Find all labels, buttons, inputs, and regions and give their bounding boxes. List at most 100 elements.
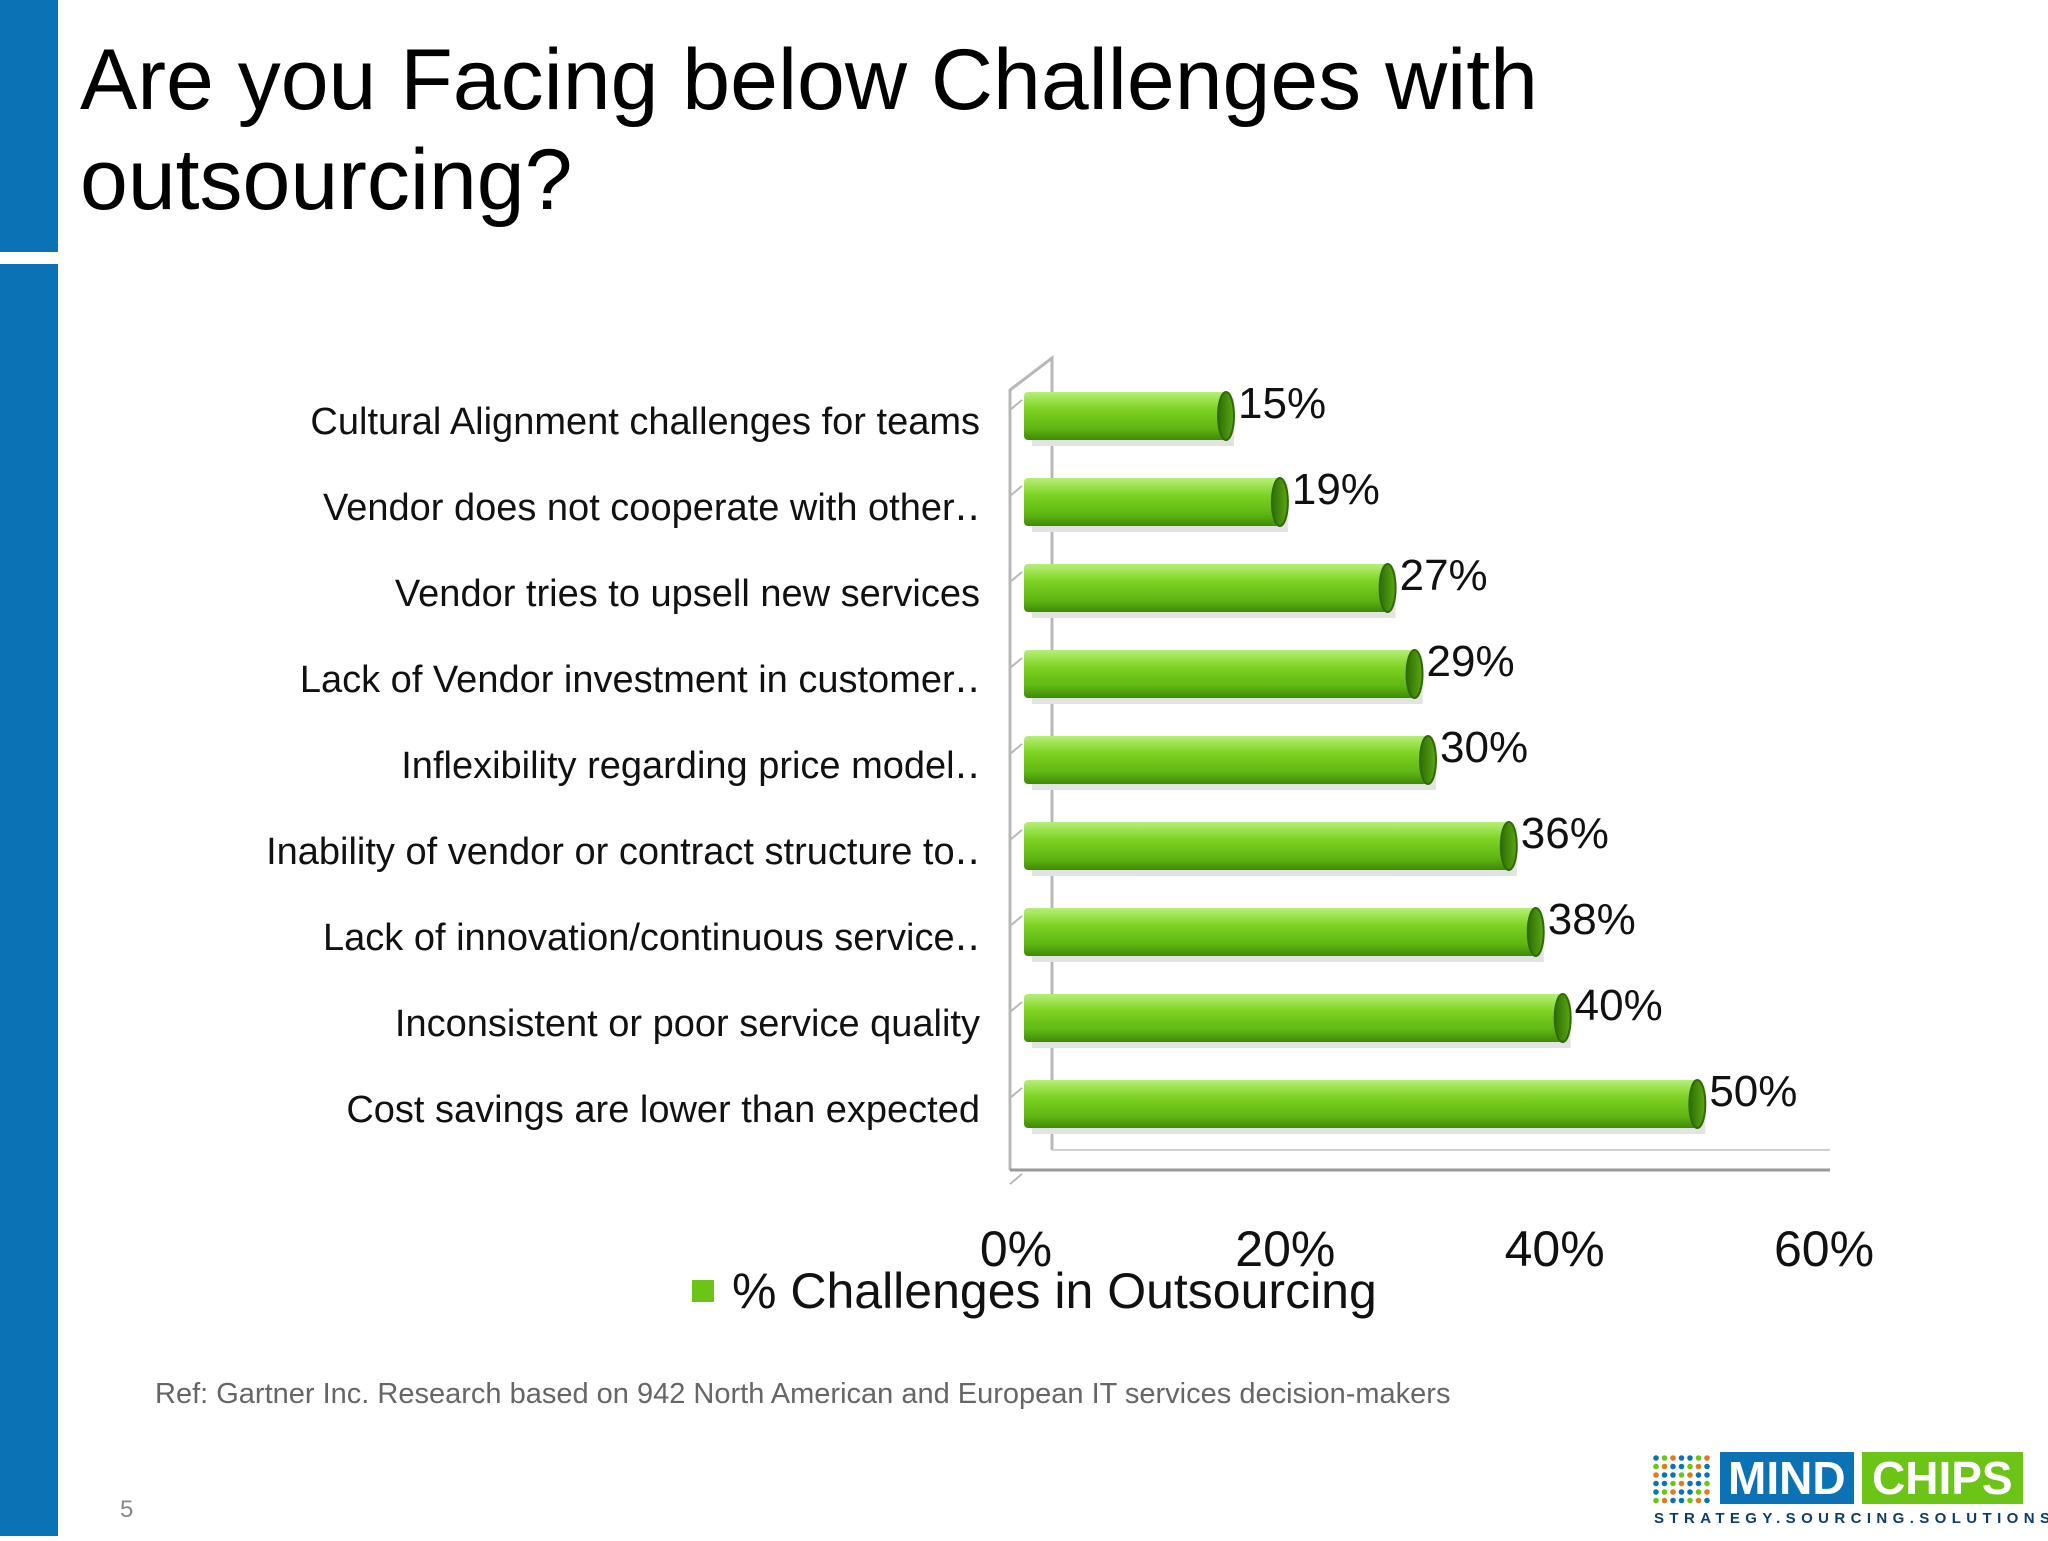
logo-dot (1704, 1497, 1710, 1504)
logo-dot (1670, 1463, 1676, 1470)
logo-dot (1670, 1489, 1676, 1495)
logo-dot (1687, 1480, 1693, 1487)
logo-dot (1687, 1463, 1693, 1470)
logo-dot (1695, 1472, 1702, 1478)
logo-dot (1687, 1472, 1693, 1478)
logo-dot (1687, 1497, 1693, 1504)
logo-dot (1670, 1455, 1676, 1461)
axis-tick (1009, 571, 1023, 583)
bar-end-cap (1217, 391, 1235, 441)
data-label: 29% (1427, 637, 1515, 686)
logo-dot (1653, 1472, 1659, 1478)
logo-dot (1695, 1489, 1702, 1495)
bar (1024, 564, 1388, 612)
chart-legend: % Challenges in Outsourcing (692, 1262, 1377, 1320)
category-label: Inflexibility regarding price model‥ (401, 745, 980, 787)
x-tick-label: 20% (1235, 1221, 1335, 1277)
bar-end-cap (1526, 907, 1545, 957)
logo-dot (1695, 1480, 1702, 1487)
category-label: Lack of Vendor investment in customer‥ (300, 659, 980, 701)
logo-dot (1687, 1455, 1693, 1461)
accent-bar-top (0, 0, 58, 252)
data-label: 30% (1440, 723, 1528, 772)
x-tick-label: 0% (980, 1221, 1052, 1277)
bar (1024, 736, 1428, 784)
bar (1024, 392, 1226, 440)
logo-dot (1653, 1463, 1659, 1470)
bar (1024, 650, 1415, 698)
axis-tick (1009, 1173, 1023, 1185)
logo-chips-text: CHIPS (1862, 1452, 2023, 1504)
x-tick-label: 60% (1774, 1221, 1874, 1277)
bar-end-cap (1419, 735, 1437, 785)
category-label: Vendor does not cooperate with other‥ (323, 487, 980, 529)
legend-label: % Challenges in Outsourcing (732, 1263, 1377, 1319)
logo-dot (1661, 1472, 1668, 1478)
logo-dot (1695, 1455, 1702, 1461)
bar (1024, 822, 1509, 870)
axis-tick (1009, 829, 1023, 841)
logo-dot (1661, 1489, 1668, 1495)
logo-dot (1670, 1480, 1676, 1487)
page-number: 5 (120, 1496, 134, 1523)
bar-end-cap (1405, 649, 1424, 699)
bar-end-cap (1688, 1079, 1707, 1129)
bar-end-cap (1499, 821, 1518, 871)
logo-dot (1653, 1489, 1659, 1495)
logo-dot (1661, 1455, 1668, 1461)
logo-dot (1653, 1480, 1659, 1487)
category-label: Vendor tries to upsell new services (395, 573, 980, 615)
logo-dot (1695, 1463, 1702, 1470)
accent-bar-bottom (0, 264, 58, 1536)
slide-title: Are you Facing below Challenges with out… (80, 32, 1539, 228)
bar (1024, 478, 1280, 526)
logo-dot (1678, 1472, 1685, 1478)
logo-dot (1678, 1489, 1685, 1495)
axis-tick (1009, 1001, 1023, 1013)
logo-dot (1695, 1497, 1702, 1504)
logo-dot (1704, 1463, 1710, 1470)
legend-swatch (692, 1280, 714, 1302)
logo-dot (1687, 1489, 1693, 1495)
logo-dot (1653, 1455, 1659, 1461)
bar (1024, 994, 1563, 1042)
category-label: Lack of innovation/continuous service‥ (323, 917, 980, 959)
category-label: Inconsistent or poor service quality (395, 1003, 980, 1045)
axis-tick (1009, 657, 1023, 669)
bar (1024, 908, 1536, 956)
axis-tick (1009, 743, 1023, 755)
logo-dot (1678, 1497, 1685, 1504)
bar-end-cap (1378, 563, 1397, 613)
data-label: 15% (1238, 379, 1326, 428)
bar (1024, 1080, 1698, 1128)
data-label: 50% (1709, 1067, 1797, 1116)
axis-tick (1009, 915, 1023, 927)
logo-dot (1653, 1497, 1659, 1504)
bar-end-cap (1270, 477, 1289, 527)
logo-dot (1704, 1455, 1710, 1461)
logo-dot (1670, 1497, 1676, 1504)
data-label: 40% (1575, 981, 1663, 1030)
bar-end-cap (1553, 993, 1572, 1043)
axis-tick (1009, 485, 1023, 497)
data-label: 27% (1400, 551, 1488, 600)
logo-dot (1704, 1472, 1710, 1478)
logo-dot (1661, 1497, 1668, 1504)
category-label: Cost savings are lower than expected (346, 1089, 980, 1131)
category-label: Cultural Alignment challenges for teams (310, 401, 980, 443)
data-label: 36% (1521, 809, 1609, 858)
logo-dot (1678, 1480, 1685, 1487)
logo-dot (1704, 1480, 1710, 1487)
axis-tick (1009, 399, 1023, 411)
logo-mind-text: MIND (1720, 1452, 1854, 1504)
x-tick-label: 40% (1505, 1221, 1605, 1277)
logo-dot (1670, 1472, 1676, 1478)
data-label: 19% (1292, 465, 1380, 514)
category-label: Inability of vendor or contract structur… (266, 831, 980, 873)
logo-dot (1678, 1463, 1685, 1470)
mindchips-logo: MIND CHIPS STRATEGY.SOURCING.SOLUTIONS (1652, 1452, 2048, 1528)
reference-note: Ref: Gartner Inc. Research based on 942 … (155, 1378, 1451, 1410)
chart-plot-area: Cultural Alignment challenges for teams 1… (266, 354, 1874, 1277)
